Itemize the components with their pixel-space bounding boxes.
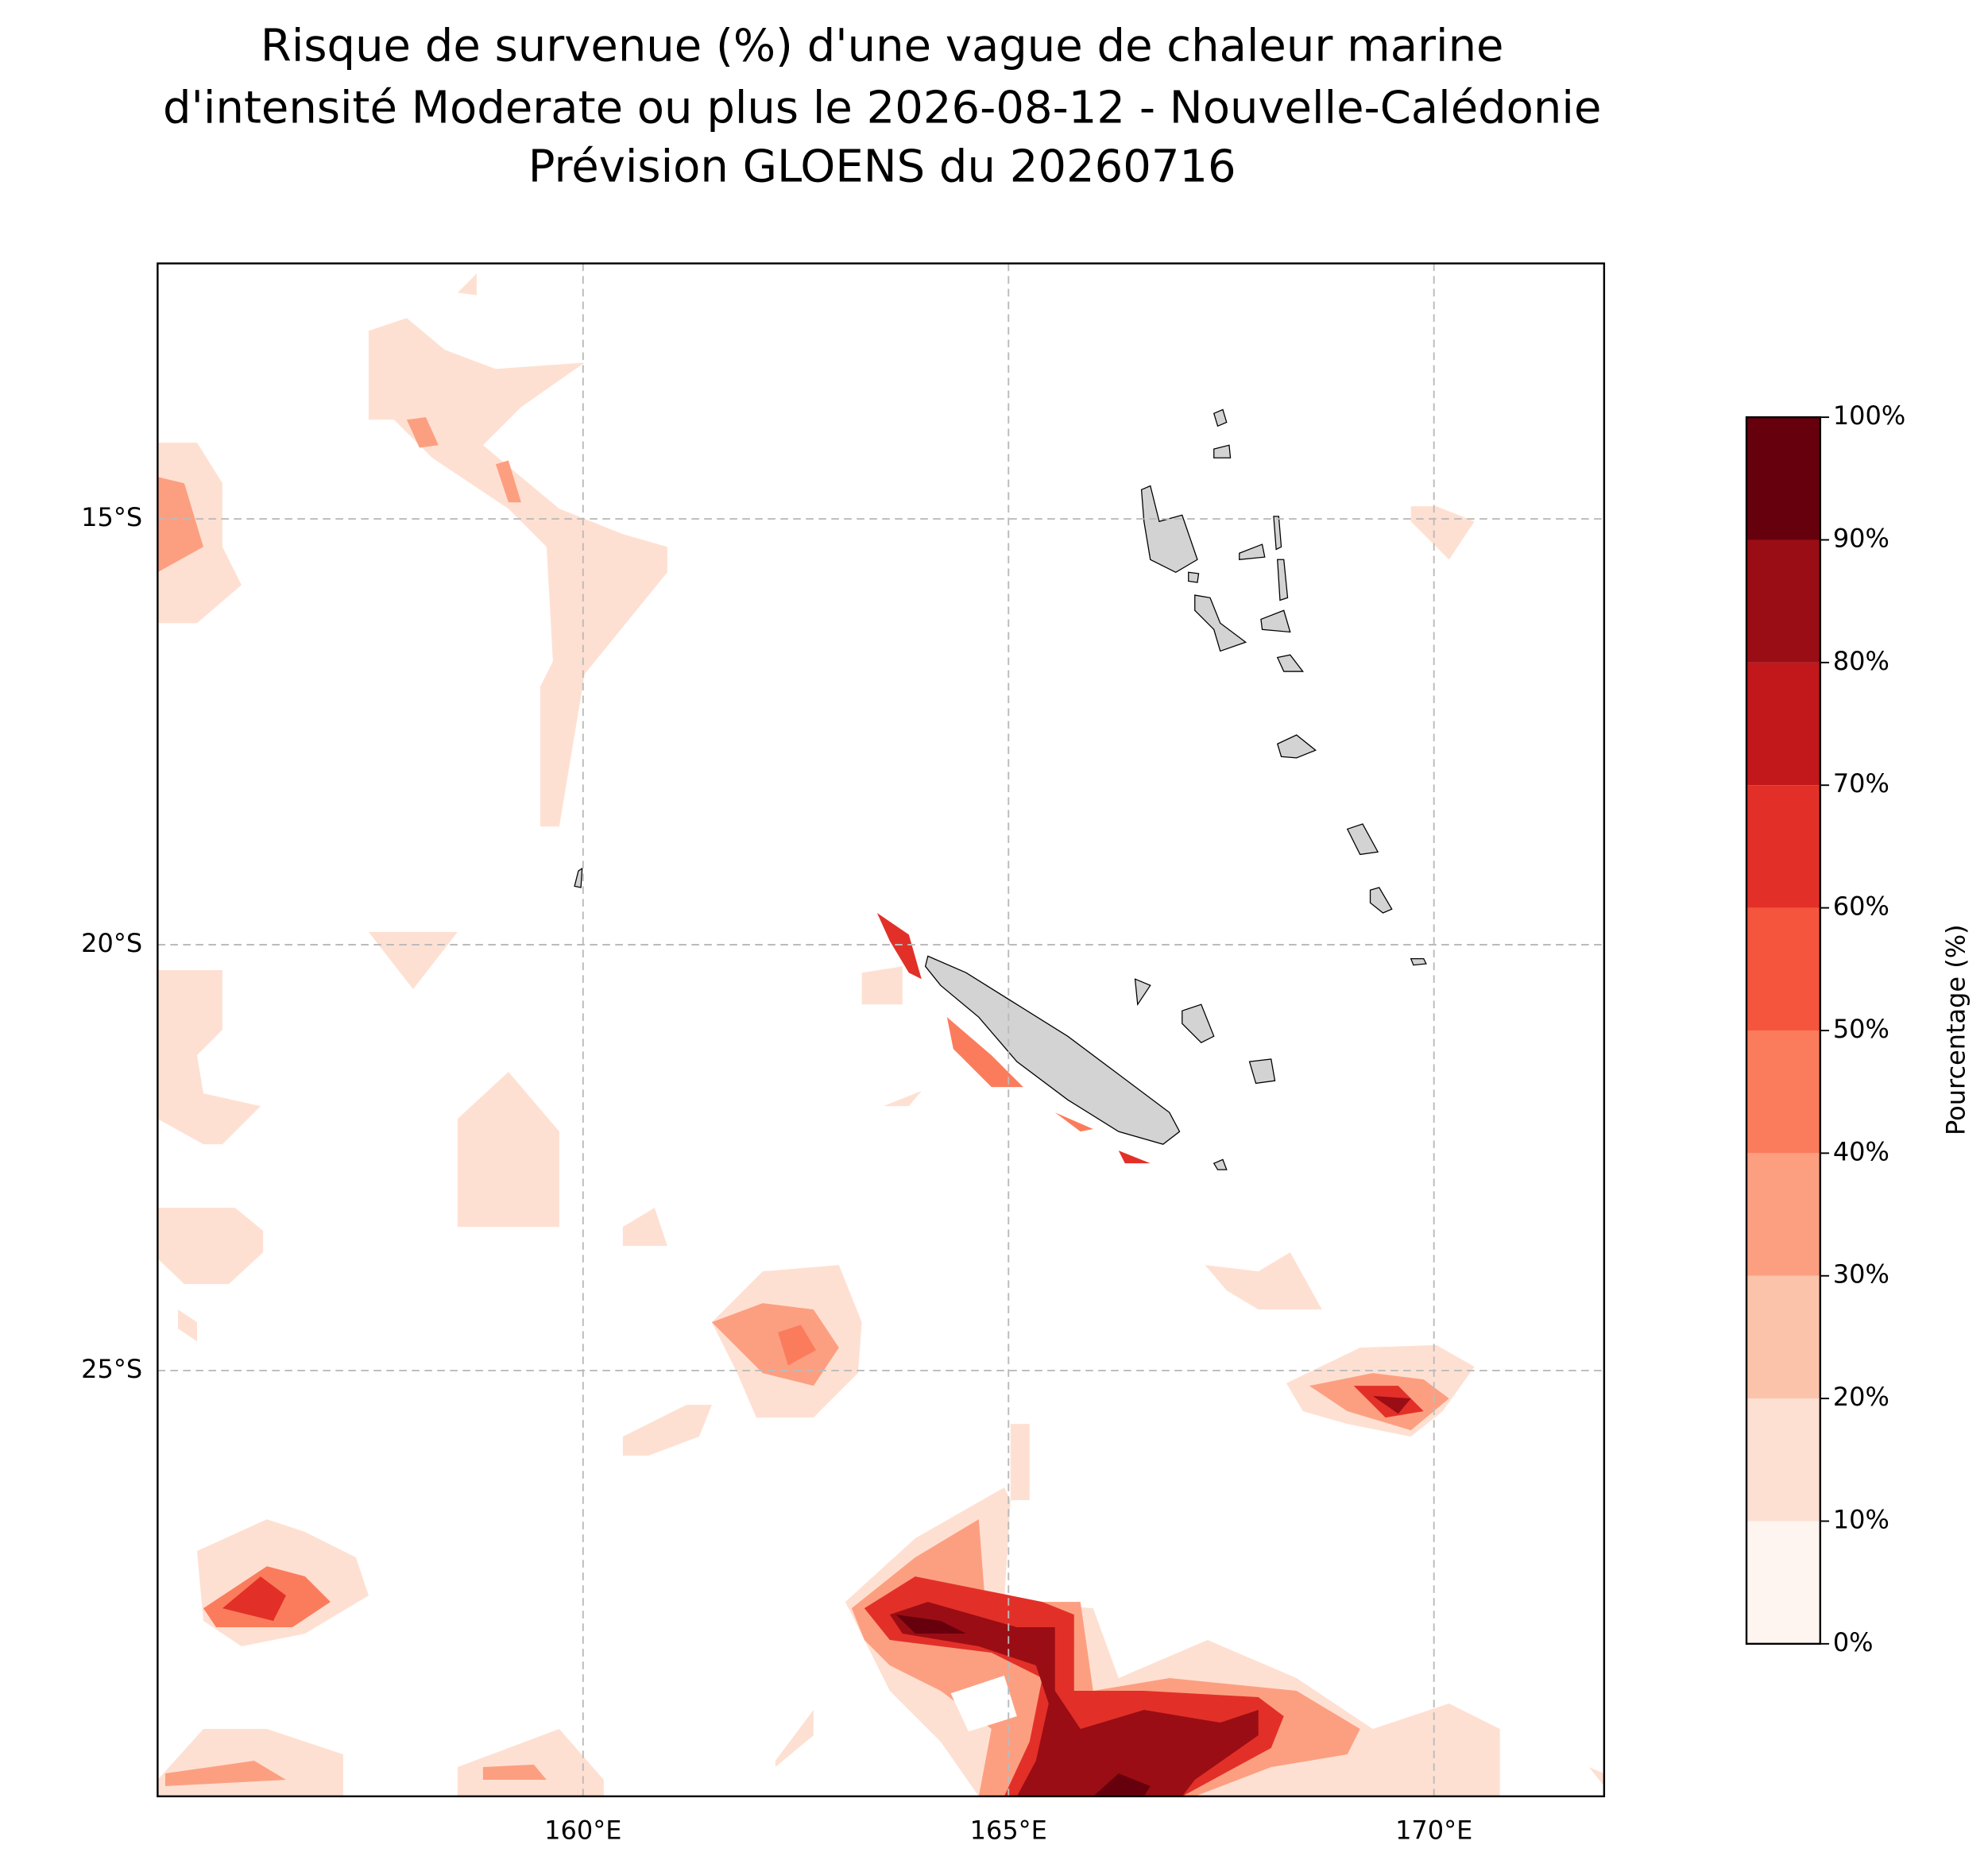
colorbar-tick-label: 40% — [1833, 1136, 1889, 1166]
colorbar-tick-label: 10% — [1833, 1504, 1889, 1534]
x-tick-label: 165°E — [970, 1816, 1047, 1846]
colorbar-bin — [1746, 1153, 1820, 1276]
map-frame — [157, 262, 1606, 1798]
colorbar-tick-label: 0% — [1833, 1627, 1874, 1657]
colorbar-label: Pourcentage (%) — [1941, 924, 1971, 1135]
colorbar-tick-label: 20% — [1833, 1382, 1889, 1412]
colorbar-bin — [1746, 1030, 1820, 1154]
y-tick-label: 20°S — [81, 928, 142, 958]
title-line: d'intensité Moderate ou plus le 2026-08-… — [163, 83, 1601, 134]
colorbar-bin — [1746, 1275, 1820, 1399]
colorbar-tick-label: 50% — [1833, 1014, 1889, 1044]
colorbar-bin — [1746, 785, 1820, 908]
title-line: Prévision GLOENS du 20260716 — [528, 141, 1236, 192]
colorbar-tick-label: 100% — [1833, 400, 1905, 431]
colorbar-bin — [1746, 1398, 1820, 1522]
grid — [157, 263, 1604, 1796]
y-tick-label: 15°S — [81, 502, 142, 532]
y-tick-label: 25°S — [81, 1354, 142, 1384]
colorbar-bin — [1746, 417, 1820, 540]
land — [574, 408, 1427, 1170]
colorbar-tick-label: 90% — [1833, 523, 1889, 553]
colorbar-bin — [1746, 907, 1820, 1031]
colorbar-tick-label: 80% — [1833, 646, 1889, 676]
colorbar-bin — [1746, 662, 1820, 786]
colorbar-bin — [1746, 1521, 1820, 1644]
x-tick-label: 170°E — [1395, 1816, 1472, 1846]
colorbar-tick-label: 30% — [1833, 1259, 1889, 1290]
colorbar-tick-label: 60% — [1833, 891, 1889, 922]
x-tick-label: 160°E — [544, 1816, 621, 1846]
heat-field — [157, 273, 1604, 1796]
colorbar-tick-label: 70% — [1833, 768, 1889, 799]
title-line: Risque de survenue (%) d'une vague de ch… — [261, 20, 1504, 72]
colorbar-bin — [1746, 539, 1820, 663]
